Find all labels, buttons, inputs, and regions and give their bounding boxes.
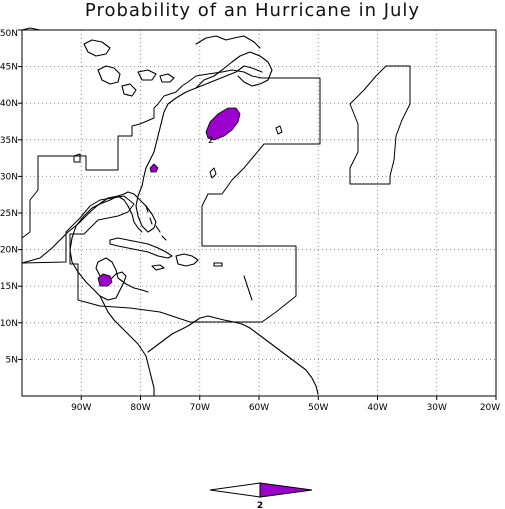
latitude-tick-label: 25N bbox=[0, 209, 18, 219]
latitude-tick-label: 40N bbox=[0, 99, 18, 109]
latitude-tick-label: 15N bbox=[0, 282, 18, 292]
maritimes-coastline bbox=[195, 51, 273, 89]
puerto-rico-coastline bbox=[213, 262, 223, 267]
longitude-tick-label: 80W bbox=[130, 403, 150, 413]
probability-fills bbox=[97, 107, 241, 287]
latitude-tick-label: 50N bbox=[0, 29, 18, 39]
yucatan-coastline bbox=[95, 257, 149, 293]
lesser-antilles-coastline bbox=[243, 275, 253, 301]
latitude-tick-label: 35N bbox=[0, 136, 18, 146]
latitude-tick-label: 30N bbox=[0, 172, 18, 182]
south-america-coastline bbox=[147, 315, 319, 395]
central-america-coastline bbox=[99, 295, 155, 397]
color-legend: 2 bbox=[209, 482, 313, 509]
contour-region-small-a bbox=[209, 167, 217, 179]
bahamas-coastline bbox=[145, 205, 167, 241]
longitude-tick-label: 60W bbox=[249, 403, 269, 413]
north-america-coastline bbox=[21, 65, 245, 264]
probability-fill-gulf-stream bbox=[149, 163, 159, 173]
contour-region-small-c bbox=[73, 153, 81, 163]
longitude-tick-label: 70W bbox=[190, 403, 210, 413]
great-lakes-outline bbox=[83, 39, 175, 97]
jamaica-coastline bbox=[151, 264, 165, 271]
northern-coastline bbox=[21, 27, 41, 31]
legend-low-swatch bbox=[209, 482, 261, 498]
contour-region-main bbox=[21, 69, 321, 323]
contour-region-small-b bbox=[275, 125, 283, 135]
longitude-tick-label: 20W bbox=[480, 403, 500, 413]
contour-regions bbox=[21, 65, 411, 323]
probability-fill-honduras bbox=[97, 273, 113, 287]
longitude-tick-label: 30W bbox=[427, 403, 447, 413]
longitude-labels: 90W 80W 70W 60W 50W 40W 30W 20W bbox=[71, 396, 500, 413]
contour-label: 2 bbox=[208, 136, 214, 146]
map-grid bbox=[22, 30, 496, 396]
latitude-tick-label: 10N bbox=[0, 319, 18, 329]
longitude-tick-label: 40W bbox=[367, 403, 387, 413]
legend-high-swatch bbox=[259, 482, 313, 498]
legend-label: 2 bbox=[257, 501, 263, 509]
probability-fill-north-atlantic bbox=[205, 107, 241, 141]
latitude-tick-label: 5N bbox=[6, 355, 18, 365]
map-title: Probability of an Hurricane in July bbox=[84, 0, 421, 21]
florida-coastline bbox=[117, 195, 143, 233]
longitude-tick-label: 50W bbox=[308, 403, 328, 413]
coastlines bbox=[21, 27, 319, 397]
gulf-coastline bbox=[69, 195, 127, 301]
contour-region-east bbox=[349, 65, 411, 185]
longitude-tick-label: 90W bbox=[71, 403, 91, 413]
latitude-tick-label: 45N bbox=[0, 63, 18, 73]
latitude-tick-label: 20N bbox=[0, 246, 18, 256]
quebec-coastline bbox=[195, 35, 261, 49]
cuba-coastline bbox=[109, 237, 173, 259]
hispaniola-coastline bbox=[175, 253, 199, 267]
latitude-labels: 5N 10N 15N 20N 25N 30N 35N 40N 45N 50N bbox=[0, 29, 22, 365]
